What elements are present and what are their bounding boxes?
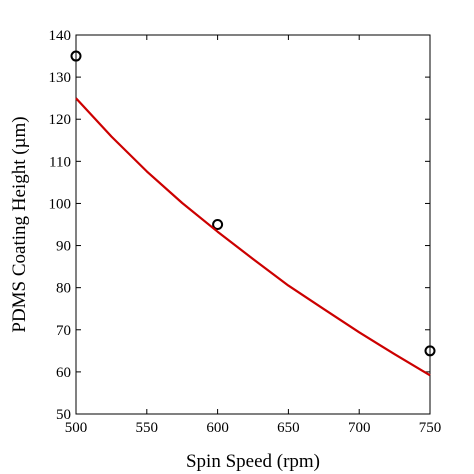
y-tick-label: 60	[56, 365, 71, 381]
y-tick-label: 120	[49, 112, 72, 128]
y-tick-label: 70	[56, 323, 71, 339]
y-axis-title: PDMS Coating Height (µm)	[9, 116, 30, 332]
data-point	[424, 345, 436, 357]
y-tick-label: 90	[56, 239, 71, 255]
y-tick-label: 130	[49, 70, 72, 86]
data-point	[212, 219, 224, 230]
y-tick-label: 100	[49, 196, 72, 212]
x-axis-title: Spin Speed (rpm)	[186, 451, 320, 472]
x-tick-label: 700	[348, 420, 371, 436]
plot-frame	[75, 34, 431, 415]
y-tick-label: 80	[56, 281, 71, 297]
y-tick-label: 110	[49, 154, 71, 170]
x-tick-label: 750	[419, 420, 442, 436]
x-tick-label: 600	[206, 420, 229, 436]
x-tick-label: 500	[65, 420, 88, 436]
y-tick-label: 50	[56, 407, 71, 423]
x-tick-label: 550	[136, 420, 159, 436]
data-point	[70, 50, 82, 62]
fit-curve	[75, 97, 431, 377]
axis-ticks: 500 550 600 650 700 750 50 60 70 80 90 100 110 120 130…	[49, 28, 442, 436]
x-tick-label: 650	[277, 420, 300, 436]
plot-series	[70, 50, 436, 377]
y-tick-label: 140	[49, 28, 72, 44]
